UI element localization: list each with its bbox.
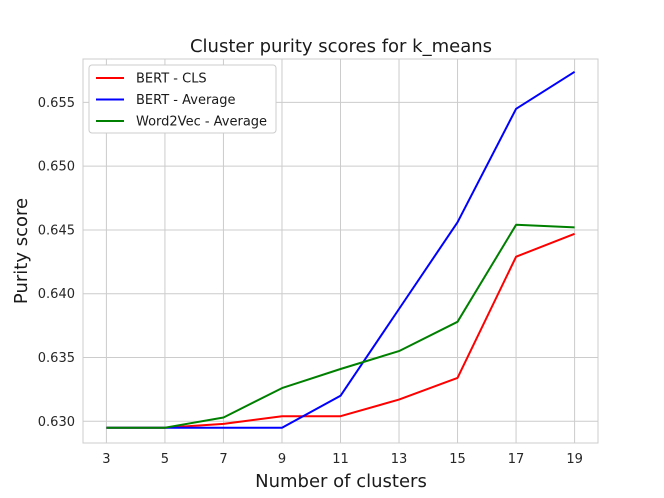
- x-axis-label: Number of clusters: [255, 471, 427, 492]
- y-tick-label: 0.630: [38, 415, 75, 430]
- x-tick-label: 17: [508, 452, 525, 467]
- series-line-2: [106, 223, 575, 429]
- x-tick-label: 7: [219, 452, 227, 467]
- x-tick-label: 15: [449, 452, 466, 467]
- x-tick-label: 3: [102, 452, 110, 467]
- x-tick-label: 11: [332, 452, 349, 467]
- y-tick-label: 0.645: [38, 223, 75, 238]
- y-tick-label: 0.650: [38, 160, 75, 175]
- plot-frame: [82, 58, 599, 444]
- y-axis-label: Purity score: [11, 198, 32, 304]
- series-line-1: [106, 70, 576, 429]
- x-tick-label: 19: [566, 452, 583, 467]
- legend-box: [88, 64, 277, 134]
- legend-label-1: BERT - Average: [136, 93, 236, 108]
- legend-label-0: BERT - CLS: [136, 72, 207, 87]
- x-tick-label: 5: [161, 452, 169, 467]
- chart-title: Cluster purity scores for k_means: [190, 36, 492, 57]
- x-tick-label: 13: [391, 452, 408, 467]
- series-layer: [106, 70, 576, 429]
- y-tick-label: 0.640: [38, 287, 75, 302]
- series-line-0: [106, 232, 575, 429]
- legend-label-2: Word2Vec - Average: [136, 115, 267, 130]
- y-tick-label: 0.635: [38, 351, 75, 366]
- x-tick-label: 9: [278, 452, 286, 467]
- ticks-layer: 3 5 7 9 11 13 15 17 19 0.630 0.635 0.640 0.645 0.650 0…: [38, 96, 583, 467]
- legend: BERT - CLS BERT - Average Word2Vec - Avera…: [88, 64, 277, 134]
- y-tick-label: 0.655: [38, 96, 75, 111]
